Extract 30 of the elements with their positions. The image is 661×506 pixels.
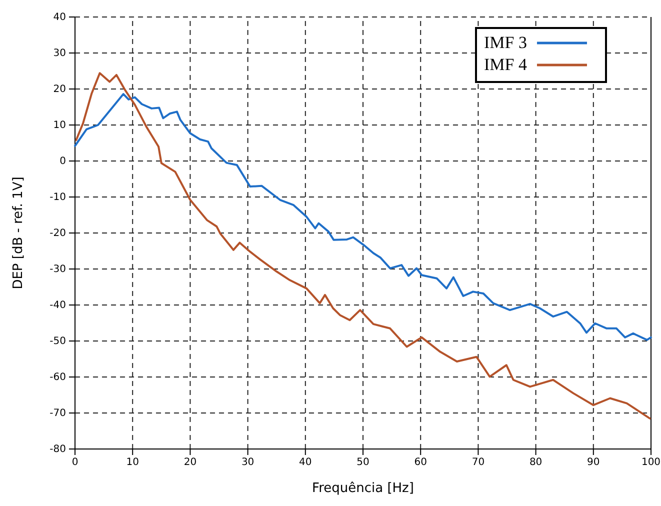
x-tick-label: 80 [529, 457, 542, 468]
x-tick-label: 60 [414, 457, 427, 468]
y-tick-label: 20 [53, 84, 66, 96]
x-tick-label: 20 [184, 457, 197, 468]
y-tick-label: 30 [53, 48, 66, 60]
y-tick-label: 0 [60, 156, 66, 168]
y-tick-label: -20 [50, 228, 66, 240]
x-axis-title: Frequência [Hz] [312, 481, 414, 496]
y-tick-label: -10 [50, 192, 66, 204]
y-tick-label: 10 [53, 120, 66, 132]
y-axis-title: DEP [dB - ref. 1V] [11, 176, 26, 290]
x-tick-label: 90 [587, 457, 600, 468]
x-tick-label: 70 [472, 457, 485, 468]
y-tick-label: -40 [50, 300, 66, 312]
y-tick-label: -50 [50, 336, 66, 348]
y-tick-label: -80 [50, 444, 66, 456]
y-tick-label: 40 [53, 12, 66, 24]
line-series [75, 72, 651, 420]
line-series [74, 93, 652, 341]
legend-label: IMF 4 [484, 55, 528, 74]
x-tick-label: 50 [356, 457, 370, 468]
x-tick-label: 0 [72, 457, 78, 468]
x-tick-label: 10 [126, 457, 139, 468]
x-tick-label: 100 [641, 457, 661, 468]
legend-label: IMF 3 [484, 33, 527, 52]
x-tick-label: 40 [299, 457, 312, 468]
x-tick-label: 30 [241, 457, 254, 468]
y-tick-label: -30 [50, 264, 66, 276]
y-tick-label: -70 [50, 408, 66, 420]
y-tick-label: -60 [50, 372, 66, 384]
